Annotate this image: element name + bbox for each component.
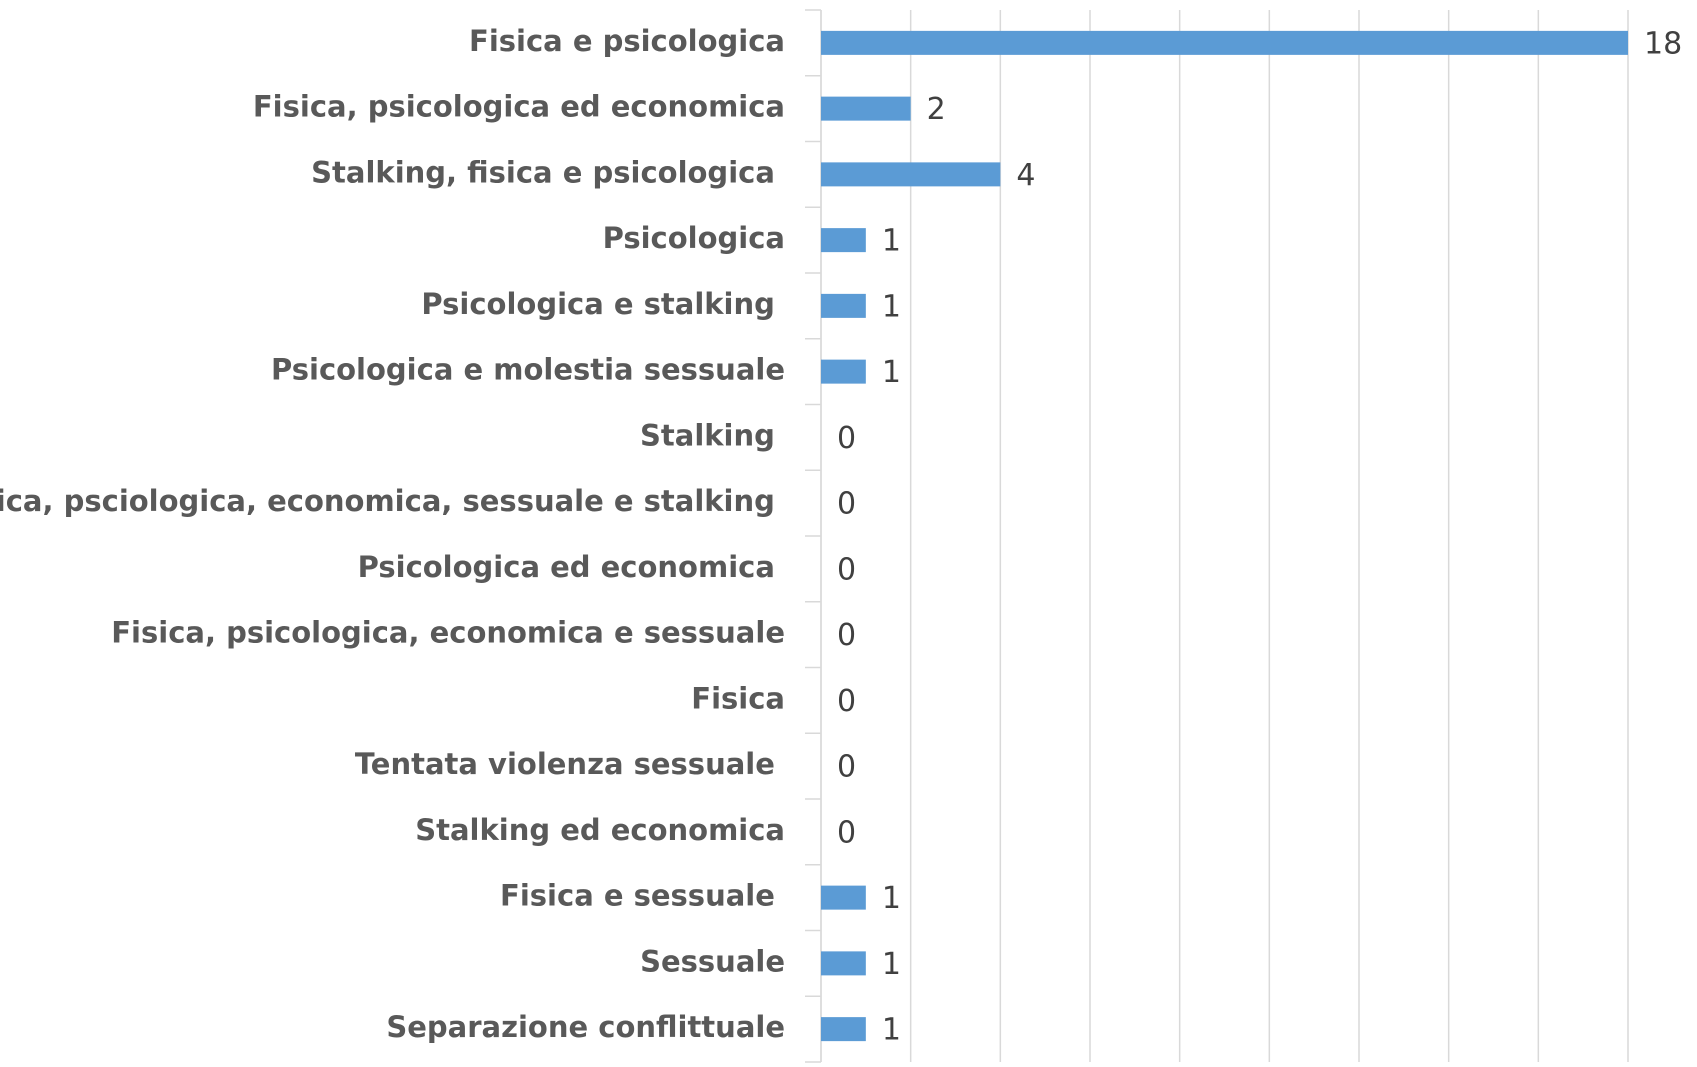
bar [821, 30, 1628, 55]
category-label: Psicologica ed economica [358, 550, 785, 584]
bar [821, 359, 866, 384]
bar [821, 293, 866, 318]
bar [821, 96, 911, 121]
category-label: Tentata violenza sessuale [355, 747, 785, 781]
bar [821, 951, 866, 976]
data-label: 0 [837, 618, 856, 653]
data-label: 1 [882, 1013, 901, 1048]
bar [821, 885, 866, 910]
data-label: 4 [1016, 158, 1035, 193]
category-label: Stalking [640, 418, 785, 452]
data-label: 0 [837, 421, 856, 456]
category-label: Fisica, psciologica, economica, sessuale… [0, 484, 785, 518]
data-label: 0 [837, 487, 856, 522]
data-label: 2 [927, 92, 946, 127]
data-label: 1 [882, 289, 901, 324]
category-label: Psicologica e molestia sessuale [271, 353, 785, 387]
bar [821, 162, 1001, 187]
category-label: Separazione conflittuale [386, 1010, 785, 1044]
data-label: 1 [882, 224, 901, 259]
category-label: Stalking, fisica e psicologica [311, 155, 785, 189]
category-label: Fisica, psicologica, economica e sessual… [111, 616, 785, 650]
bar [821, 228, 866, 253]
category-label: Psicologica [603, 221, 785, 255]
data-label: 0 [837, 552, 856, 587]
data-label: 18 [1644, 26, 1682, 61]
data-label: 0 [837, 750, 856, 785]
data-label: 0 [837, 815, 856, 850]
data-label: 1 [882, 881, 901, 916]
category-label: Psicologica e stalking [421, 287, 785, 321]
category-label: Fisica, psicologica ed economica [253, 90, 785, 124]
category-label: Stalking ed economica [415, 813, 785, 847]
data-label: 1 [882, 947, 901, 982]
data-label: 0 [837, 684, 856, 719]
category-label: Fisica [691, 681, 785, 715]
bar [821, 1017, 866, 1042]
category-label: Fisica e sessuale [500, 879, 785, 913]
category-label: Fisica e psicologica [469, 24, 785, 58]
data-label: 1 [882, 355, 901, 390]
category-label: Sessuale [640, 944, 785, 978]
